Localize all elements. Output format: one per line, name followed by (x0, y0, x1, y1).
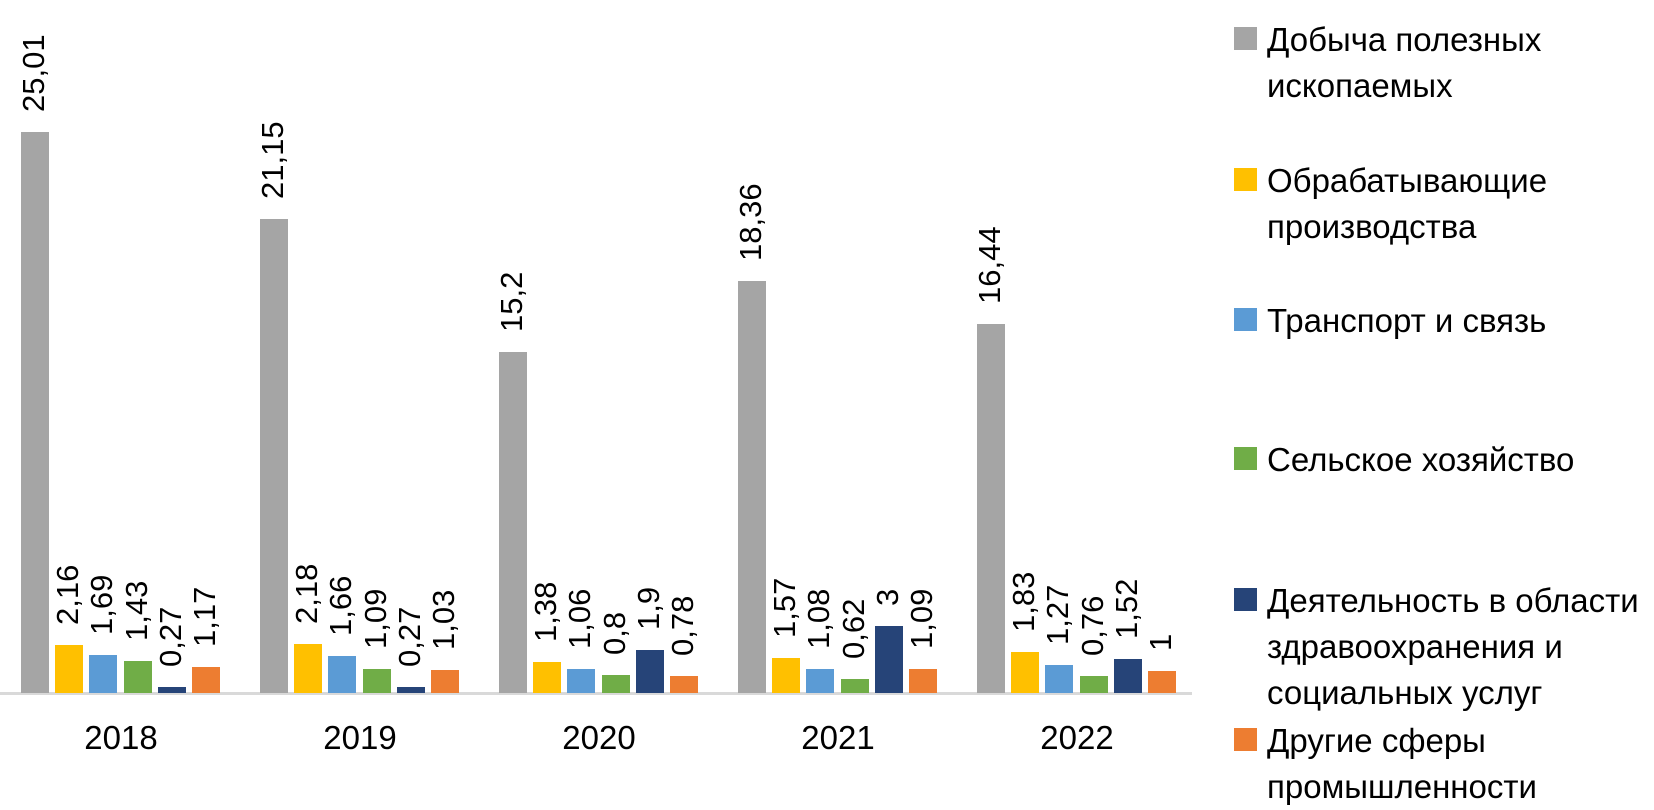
x-axis-label-2021: 2021 (801, 719, 875, 756)
legend-label-2: Транспорт и связь (1267, 302, 1547, 339)
bar-series-3-2018 (124, 661, 152, 693)
bar-series-5-2022 (1148, 671, 1176, 693)
bar-series-5-2021 (909, 669, 937, 693)
legend-item-1: Обрабатывающие производства (1234, 158, 1654, 250)
legend-swatch-5 (1234, 728, 1257, 751)
legend-swatch-1 (1234, 168, 1257, 191)
legend-item-0: Добыча полезных ископаемых (1234, 17, 1654, 109)
legend-label-4: Деятельность в области здравоохранения и… (1267, 582, 1639, 711)
legend-swatch-2 (1234, 308, 1257, 331)
bar-series-0-2021 (738, 281, 766, 693)
bar-series-3-2020 (602, 675, 630, 693)
bar-series-2-2020 (567, 669, 595, 693)
bar-series-3-2022 (1080, 676, 1108, 693)
bar-series-0-2020 (499, 352, 527, 693)
bar-series-0-2022 (977, 324, 1005, 693)
x-axis-line (0, 692, 1192, 695)
plot-area: 25,01 2,16 1,69 1,43 0,27 1,17 2018 21,15 2,18 1,… (0, 34, 1192, 756)
bar-series-5-2019 (431, 670, 459, 693)
x-axis-label-2022: 2022 (1040, 719, 1114, 756)
legend-item-5: Другие сферы промышленности (1234, 718, 1654, 810)
bar-series-4-2022 (1114, 659, 1142, 693)
bar-series-1-2021 (772, 658, 800, 693)
legend-label-0: Добыча полезных ископаемых (1267, 21, 1542, 104)
bar-series-0-2019 (260, 219, 288, 693)
legend-label-1: Обрабатывающие производства (1267, 162, 1548, 245)
legend-item-4: Деятельность в области здравоохранения и… (1234, 578, 1654, 716)
bar-series-4-2018 (158, 687, 186, 693)
x-axis-label-2019: 2019 (323, 719, 397, 756)
bar-series-2-2021 (806, 669, 834, 693)
legend-swatch-0 (1234, 27, 1257, 50)
bar-series-5-2018 (192, 667, 220, 693)
bar-series-5-2020 (670, 676, 698, 693)
legend-item-2: Транспорт и связь (1234, 298, 1654, 344)
bar-series-3-2021 (841, 679, 869, 693)
bar-series-2-2019 (328, 656, 356, 693)
bar-series-1-2020 (533, 662, 561, 693)
bar-series-4-2020 (636, 650, 664, 693)
bar-series-4-2019 (397, 687, 425, 693)
legend-swatch-4 (1234, 588, 1257, 611)
legend-label-5: Другие сферы промышленности (1267, 722, 1537, 805)
legend-swatch-3 (1234, 447, 1257, 470)
bar-series-4-2021 (875, 626, 903, 693)
bar-series-1-2019 (294, 644, 322, 693)
legend-item-3: Сельское хозяйство (1234, 437, 1654, 483)
bar-series-0-2018 (21, 132, 49, 693)
bar-series-2-2022 (1045, 665, 1073, 693)
bar-series-3-2019 (363, 669, 391, 693)
x-axis-label-2020: 2020 (562, 719, 636, 756)
bar-series-1-2018 (55, 645, 83, 693)
legend-label-3: Сельское хозяйство (1267, 441, 1575, 478)
bar-series-1-2022 (1011, 652, 1039, 693)
x-axis-label-2018: 2018 (84, 719, 158, 756)
bar-series-2-2018 (89, 655, 117, 693)
